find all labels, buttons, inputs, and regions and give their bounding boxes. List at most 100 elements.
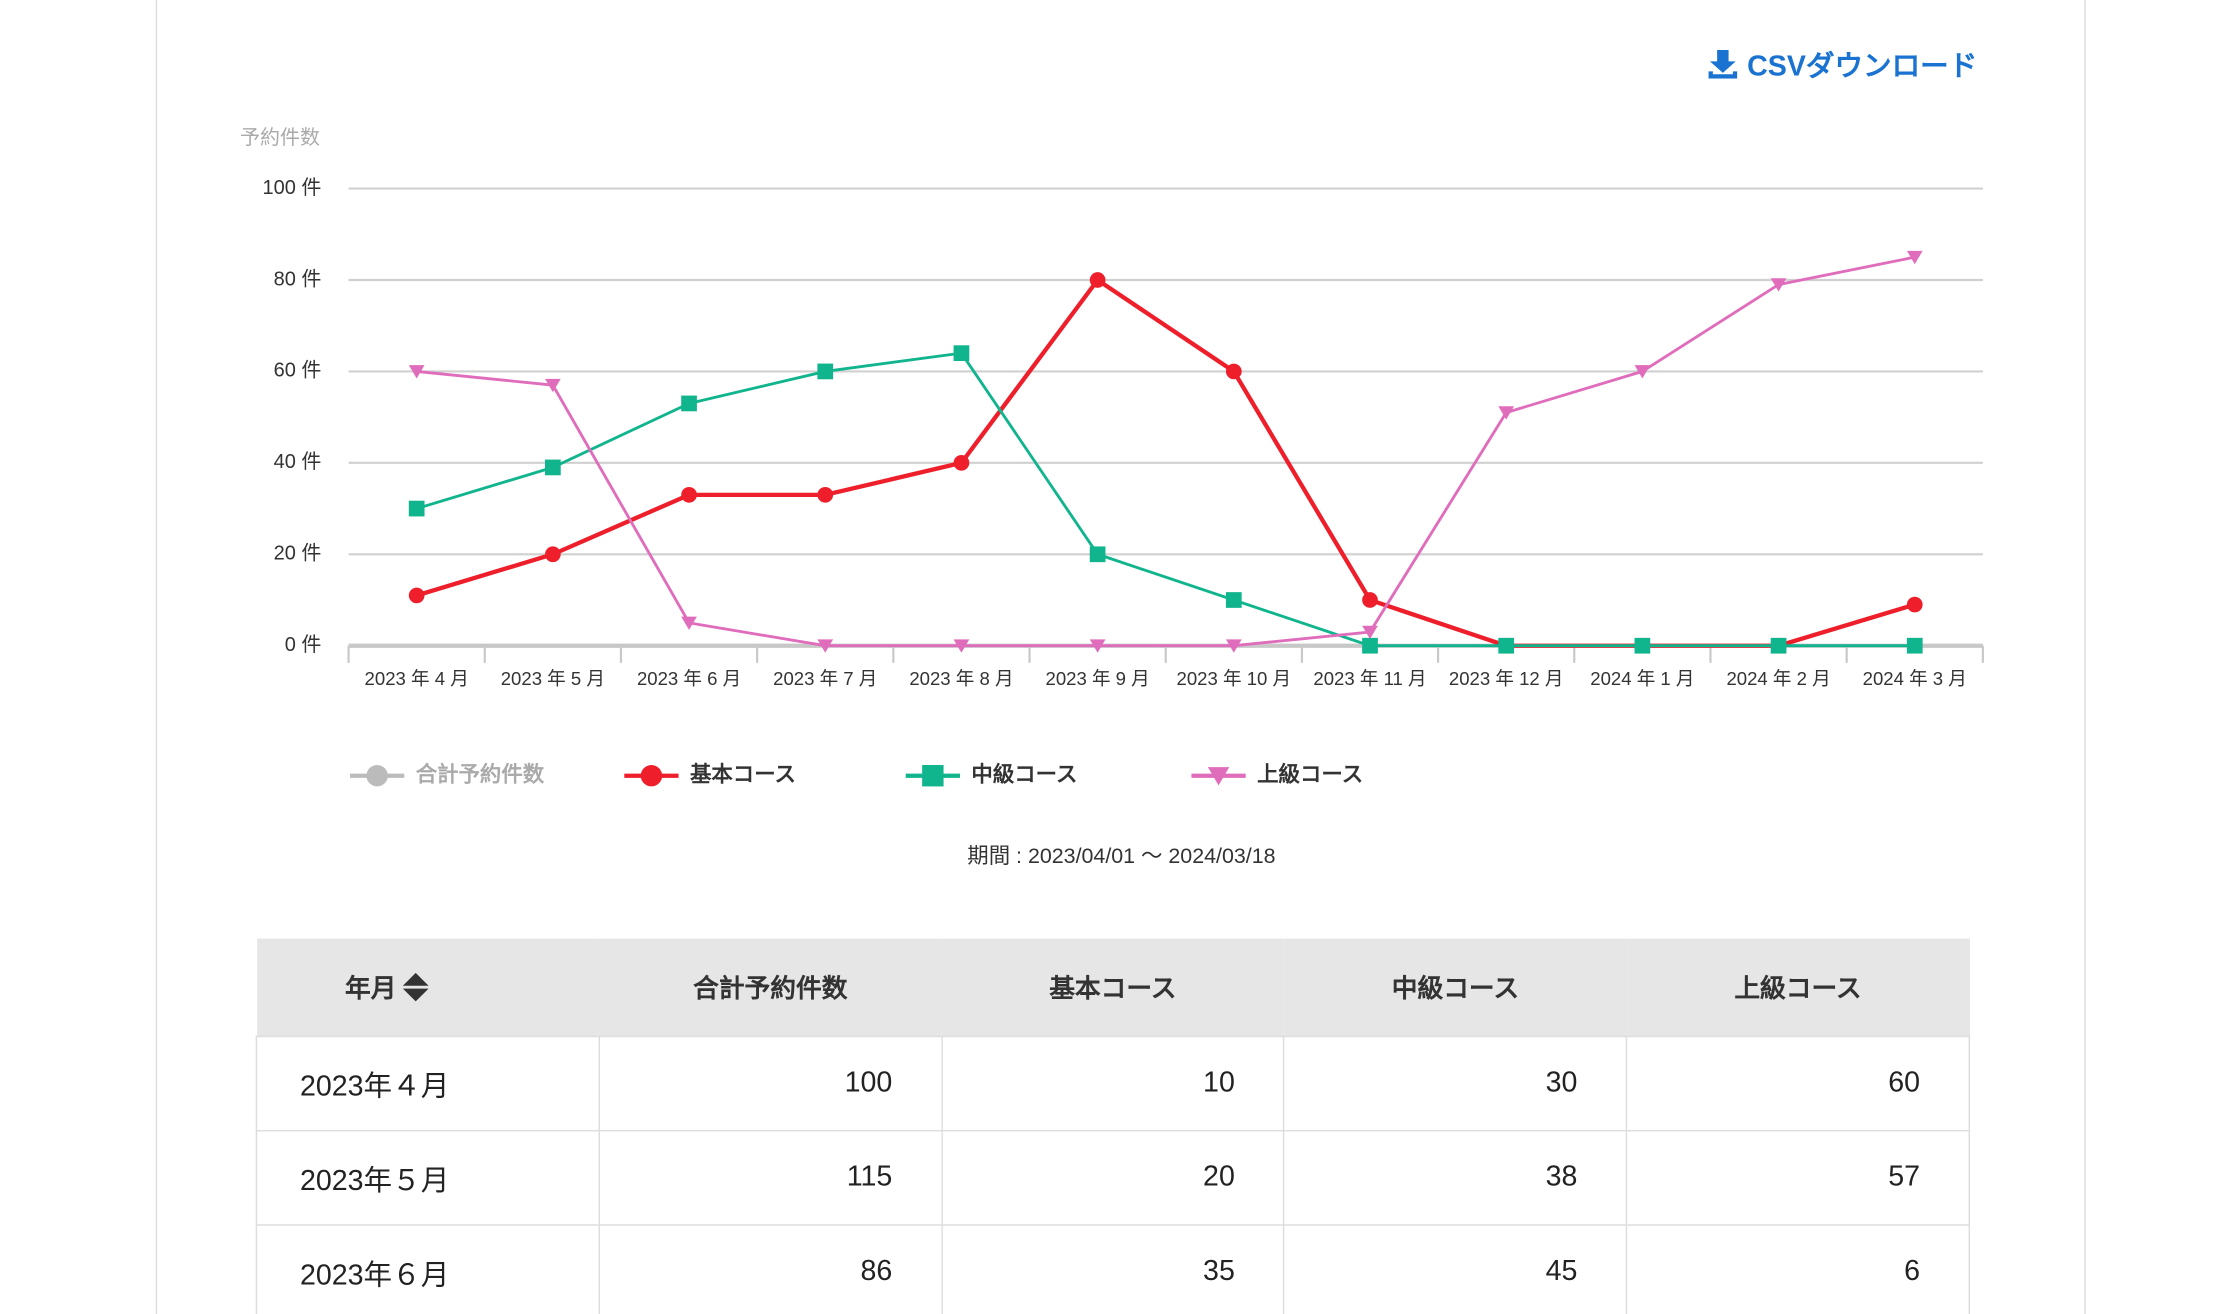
marker — [1089, 639, 1106, 653]
series-line — [416, 255, 1916, 648]
table-cell: 115 — [598, 1129, 943, 1226]
marker — [1498, 406, 1515, 420]
legend-label: 基本コース — [690, 762, 796, 786]
marker — [953, 639, 970, 653]
header-label: 年月 — [344, 974, 397, 1003]
marker — [1498, 637, 1515, 654]
download-icon — [1708, 49, 1738, 78]
marker — [408, 500, 425, 517]
sort-icon[interactable] — [402, 972, 428, 1002]
x-tick-label: 2023 年 12 月 — [1449, 668, 1564, 689]
marker — [1906, 250, 1923, 265]
series-line — [416, 351, 1915, 648]
marker — [817, 639, 834, 653]
marker — [817, 363, 834, 380]
period: 期間 : 2023/04/01 〜 2024/03/18 — [967, 844, 1275, 868]
table-header: 年月 合計予約件数 基本コース 中級コース 上級コース — [256, 938, 1970, 1037]
csv-download-label[interactable]: CSVダウンロード — [1747, 51, 1978, 83]
marker — [1906, 637, 1923, 654]
table-cell: 57 — [1625, 1129, 1970, 1226]
x-tick-label: 2024 年 1 月 — [1590, 668, 1694, 689]
table-cell: 10 — [940, 1035, 1285, 1132]
table-cell: 2023年５月 — [255, 1129, 600, 1226]
header-cell: 合計予約件数 — [598, 938, 942, 1037]
y-tick-label: 0 件 — [285, 633, 322, 656]
y-tick-label: 60 件 — [274, 359, 322, 382]
marker — [922, 764, 944, 787]
marker — [817, 486, 834, 503]
table-cell: 2023年４月 — [255, 1035, 600, 1132]
table-row: 2023年６月 86 35 45 6 — [255, 1224, 1970, 1314]
y-tick-label: 100 件 — [263, 176, 322, 199]
data-table: 年月 合計予約件数 基本コース 中級コース 上級コース 2023年４月 100 10 30 60… — [255, 938, 1970, 1314]
marker — [1770, 278, 1787, 292]
marker — [1634, 365, 1651, 379]
table-cell: 2023年６月 — [255, 1224, 600, 1314]
marker — [640, 764, 663, 787]
table-body: 2023年４月 100 10 30 60 2023年５月 115 20 38 57 2023年６月 8… — [255, 1035, 1970, 1314]
marker — [681, 616, 697, 630]
marker — [1089, 546, 1106, 563]
marker — [1362, 592, 1378, 608]
table-cell: 30 — [1283, 1035, 1628, 1132]
legend-label: 合計予約件数 — [416, 761, 545, 786]
marker — [681, 486, 697, 503]
legend-label: 上級コース — [1257, 761, 1363, 786]
marker — [1089, 272, 1106, 288]
table-cell: 60 — [1625, 1035, 1970, 1132]
x-tick-label: 2024 年 2 月 — [1726, 668, 1830, 689]
csv-download-button[interactable]: CSVダウンロード — [1707, 43, 1977, 84]
marker — [1770, 637, 1787, 654]
header-cell[interactable]: 年月 — [256, 938, 599, 1037]
marker — [544, 378, 561, 393]
table-row: 2023年４月 100 10 30 60 — [255, 1035, 1970, 1132]
header-label: 基本コース — [1049, 974, 1177, 1003]
header-cell: 基本コース — [941, 938, 1285, 1037]
table-cell: 45 — [1283, 1224, 1628, 1314]
marker — [1634, 637, 1651, 654]
table-row: 2023年５月 115 20 38 57 — [255, 1129, 1970, 1226]
header-label: 中級コース — [1391, 974, 1520, 1003]
chart: 予約件数 期間 : 2023/04/01 〜 2024/03/18 0 件 20 … — [240, 126, 1984, 868]
marker — [1225, 363, 1242, 380]
y-axis-label: 予約件数 — [240, 126, 320, 149]
header-label: 合計予約件数 — [693, 974, 848, 1003]
table-cell: 86 — [598, 1224, 943, 1314]
x-tick-label: 2023 年 8 月 — [909, 668, 1013, 689]
marker — [1207, 767, 1230, 786]
marker — [1362, 637, 1378, 654]
marker — [1225, 639, 1242, 653]
marker — [953, 345, 970, 361]
y-tick-label: 80 件 — [274, 267, 322, 290]
marker — [544, 546, 561, 563]
marker — [953, 454, 970, 471]
y-tick-label: 40 件 — [274, 450, 322, 473]
table-cell: 20 — [940, 1129, 1285, 1226]
x-tick-label: 2023 年 11 月 — [1313, 668, 1426, 689]
table-cell: 6 — [1625, 1224, 1970, 1314]
marker — [1225, 592, 1242, 608]
x-tick-label: 2023 年 10 月 — [1177, 668, 1292, 689]
x-tick-label: 2023 年 6 月 — [637, 668, 741, 689]
y-tick-label: 20 件 — [274, 542, 322, 565]
table-cell: 38 — [1283, 1129, 1628, 1226]
marker — [366, 764, 388, 787]
marker — [544, 459, 561, 476]
header-cell: 中級コース — [1284, 938, 1627, 1037]
table-cell: 100 — [598, 1035, 943, 1132]
header-label: 上級コース — [1734, 974, 1862, 1003]
x-tick-label: 2024 年 3 月 — [1863, 668, 1967, 689]
marker — [1362, 625, 1378, 640]
x-tick-label: 2023 年 4 月 — [365, 668, 469, 689]
marker — [1906, 596, 1923, 613]
header-cell: 上級コース — [1626, 938, 1970, 1037]
marker — [681, 395, 697, 412]
x-tick-label: 2023 年 5 月 — [501, 668, 605, 689]
table-cell: 35 — [940, 1224, 1285, 1314]
marker — [408, 365, 425, 379]
legend-label: 中級コース — [971, 761, 1077, 786]
x-tick-label: 2023 年 7 月 — [773, 668, 877, 689]
x-tick-label: 2023 年 9 月 — [1046, 668, 1150, 689]
